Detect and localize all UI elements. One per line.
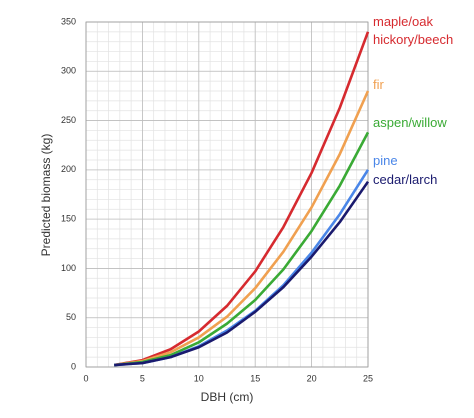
plot-border [85, 21, 369, 368]
line [114, 180, 370, 367]
legend-label: maple/oak hickory/beech [373, 14, 454, 47]
y-tick-label: 0 [71, 361, 76, 371]
line [114, 90, 370, 367]
x-tick-label: 15 [250, 373, 260, 383]
y-tick-label: 300 [61, 66, 76, 76]
y-tick-label: 250 [61, 115, 76, 125]
x-axis-title: DBH (cm) [201, 390, 254, 404]
x-tick-label: 10 [194, 373, 204, 383]
line [113, 31, 370, 367]
x-tick-label: 0 [83, 373, 88, 383]
x-tick-label: 5 [140, 373, 145, 383]
y-tick-label: 150 [61, 214, 76, 224]
y-axis-title: Predicted biomass (kg) [39, 134, 53, 257]
x-tick-label: 25 [363, 373, 373, 383]
legend-label: aspen/willow [373, 115, 447, 130]
x-tick-label: 20 [307, 373, 317, 383]
legend-label: cedar/larch [373, 172, 438, 187]
y-tick-label: 350 [61, 16, 76, 26]
line [114, 131, 370, 367]
legend-label: fir [373, 77, 384, 92]
y-tick-label: 200 [61, 164, 76, 174]
legend-label: pine [373, 153, 398, 168]
y-tick-label: 100 [61, 263, 76, 273]
y-tick-label: 50 [66, 312, 76, 322]
